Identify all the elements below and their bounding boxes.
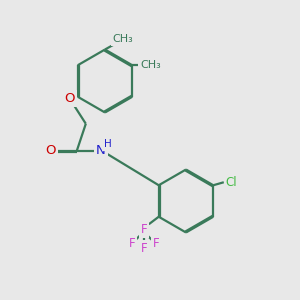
- Text: F: F: [140, 223, 147, 236]
- Text: CH₃: CH₃: [140, 60, 161, 70]
- Text: O: O: [64, 92, 75, 105]
- Text: F: F: [128, 237, 135, 250]
- Text: F: F: [152, 237, 159, 250]
- Text: CH₃: CH₃: [112, 34, 134, 44]
- Text: H: H: [103, 139, 111, 149]
- Text: O: O: [45, 144, 56, 157]
- Text: N: N: [96, 144, 106, 157]
- Text: F: F: [140, 242, 147, 255]
- Text: Cl: Cl: [226, 176, 237, 189]
